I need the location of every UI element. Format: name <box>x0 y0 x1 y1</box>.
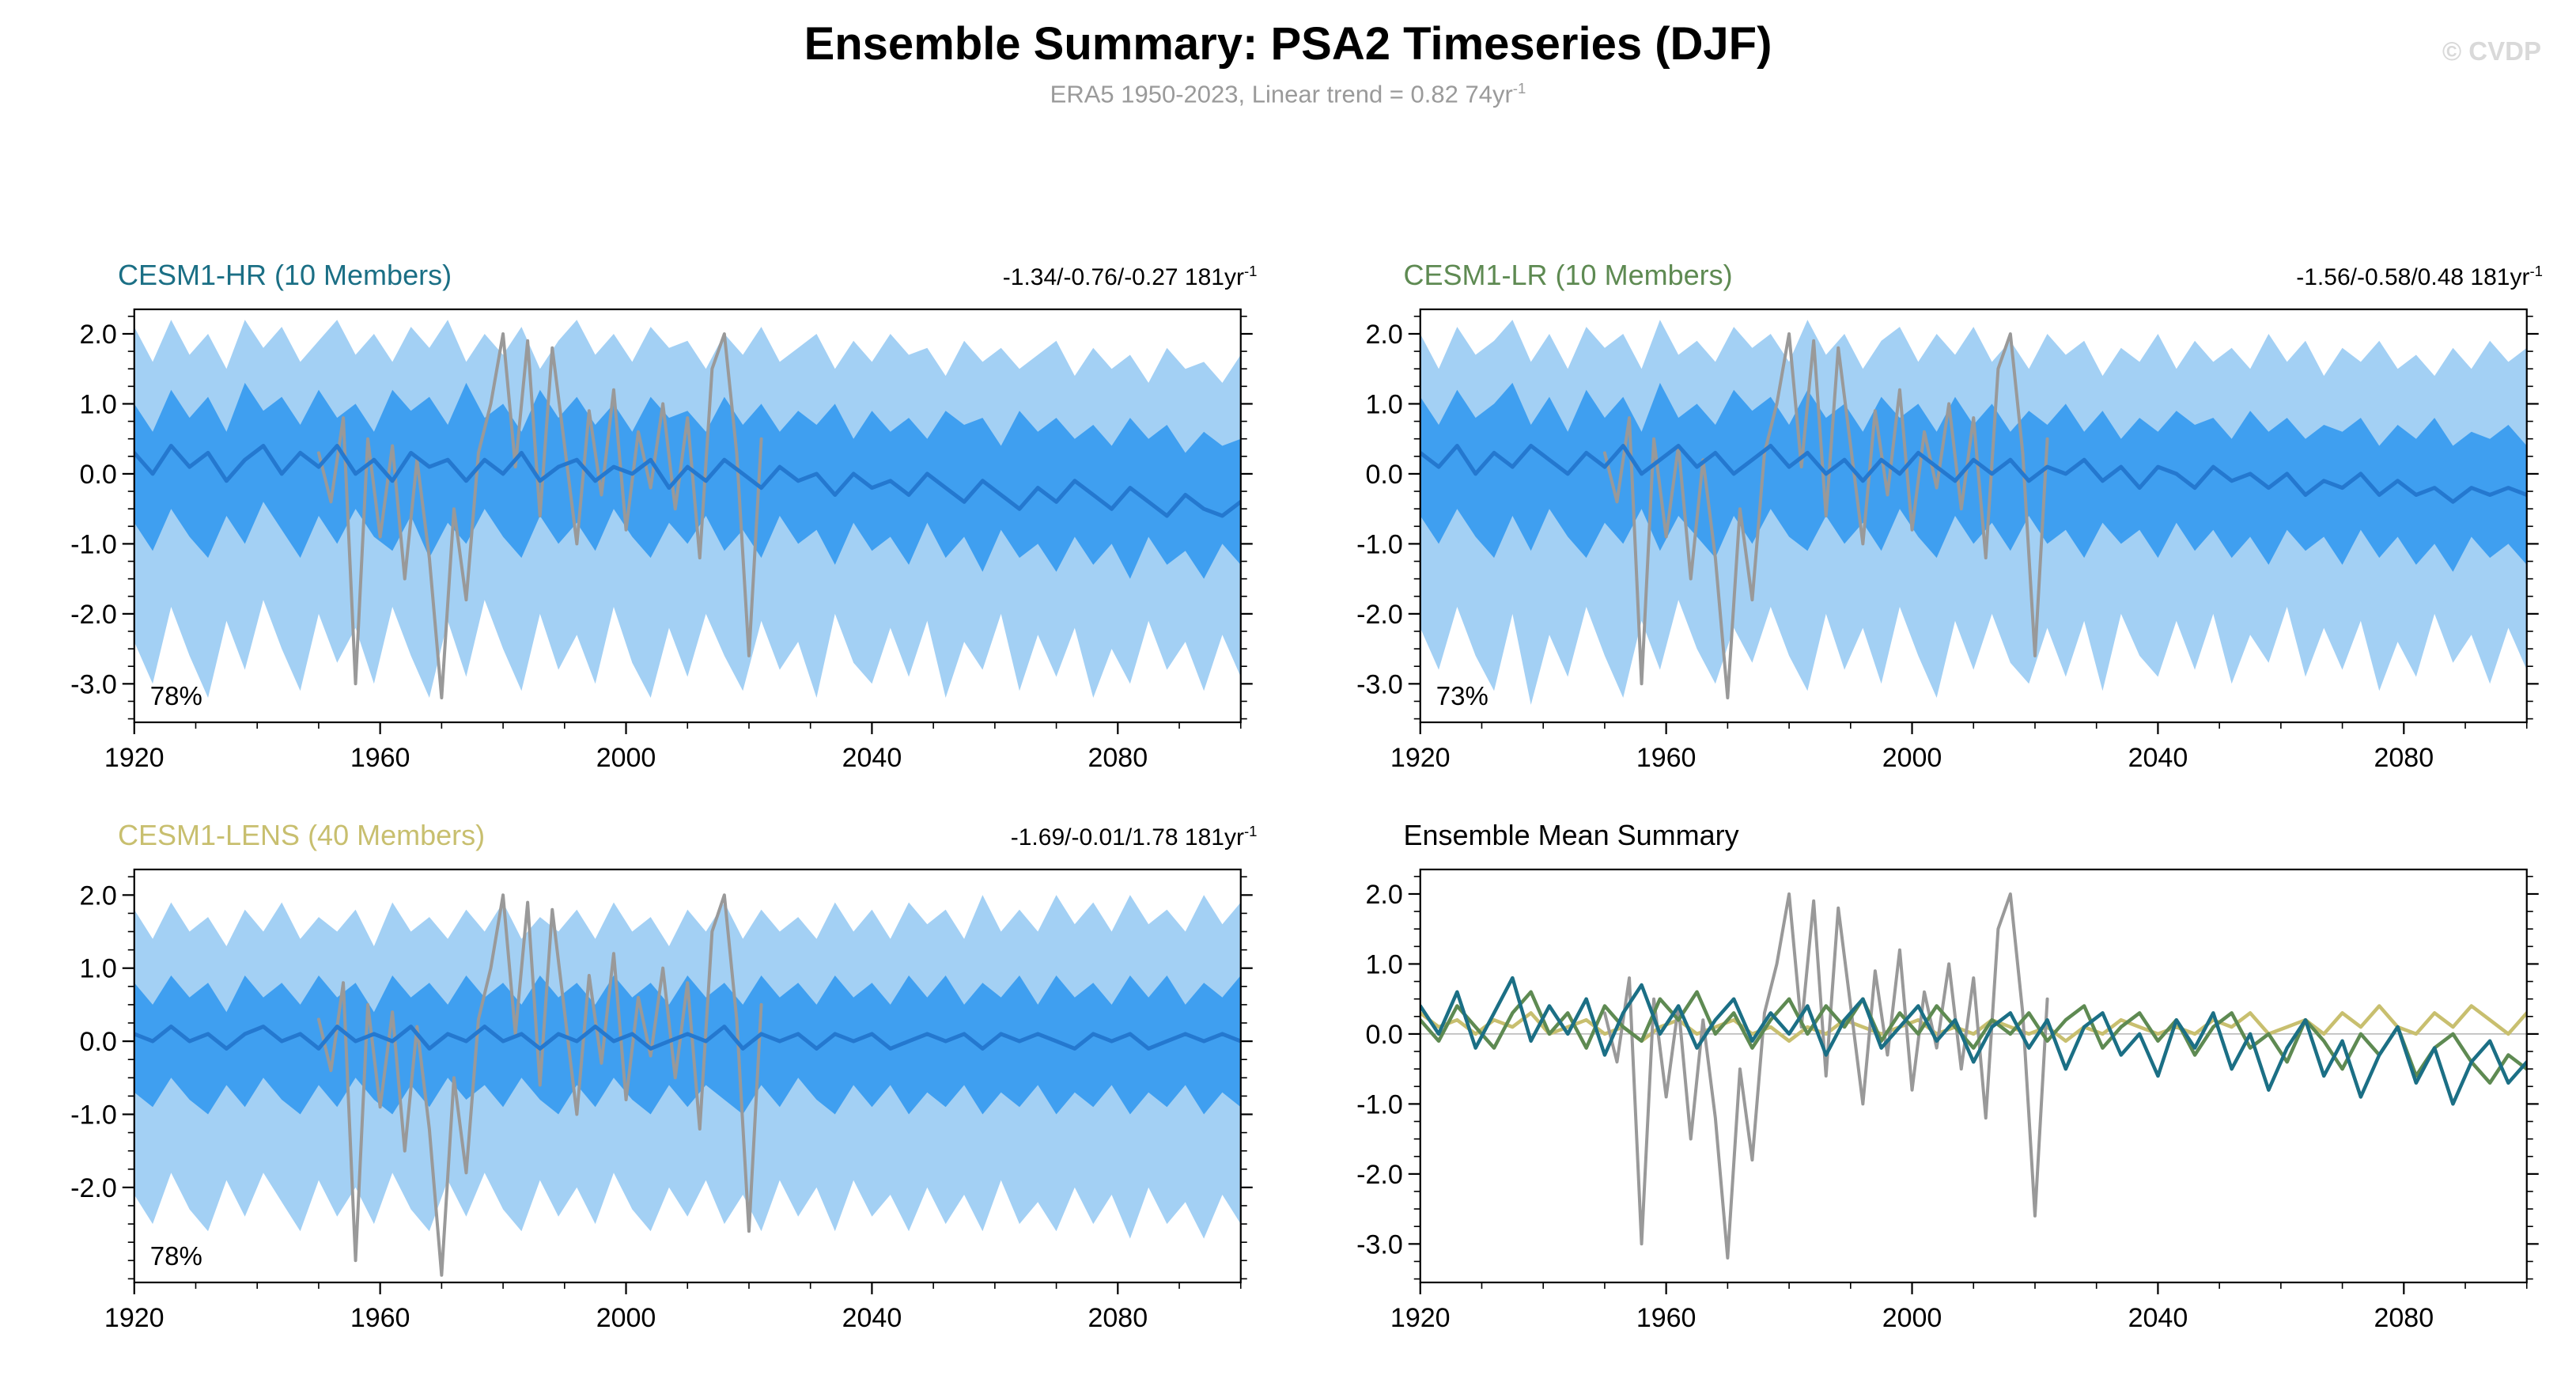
panel-cesm1-lens-header: CESM1-LENS (40 Members) -1.69/-0.01/1.78… <box>35 819 1270 855</box>
panel-title-cesm1-lr: CESM1-LR (10 Members) <box>1403 259 1733 292</box>
svg-text:-3.0: -3.0 <box>70 670 117 700</box>
figure-subtitle-exponent: -1 <box>1512 80 1526 97</box>
svg-text:1.0: 1.0 <box>79 390 116 420</box>
trend-stats-text: -1.69/-0.01/1.78 181yr <box>1010 824 1244 851</box>
svg-text:-2.0: -2.0 <box>70 600 117 630</box>
svg-text:2.0: 2.0 <box>1365 320 1402 350</box>
svg-text:2080: 2080 <box>2374 1303 2434 1333</box>
svg-text:78%: 78% <box>150 1241 202 1271</box>
trend-stats-text: -1.34/-0.76/-0.27 181yr <box>1002 264 1244 291</box>
figure-title: Ensemble Summary: PSA2 Timeseries (DJF) <box>804 18 1772 70</box>
chart-canvas-ensemble-mean-summary: 1920 1960 2000 2040 2080 -3.0 -2.0 -1.0 0.0 1.0 2.… <box>1356 869 2539 1333</box>
svg-text:2.0: 2.0 <box>1365 880 1402 910</box>
svg-text:1.0: 1.0 <box>1365 390 1402 420</box>
panel-ensemble-mean-summary-header: Ensemble Mean Summary <box>1321 819 2556 855</box>
svg-text:0.0: 0.0 <box>79 1027 116 1057</box>
chart-canvas-cesm1-lr: 1920 1960 2000 2040 2080 -3.0 -2.0 -1.0 0.0 1.0 2.… <box>1356 309 2539 773</box>
svg-text:0.0: 0.0 <box>79 460 116 490</box>
trend-stats-exponent: -1 <box>2529 263 2543 280</box>
panel-cesm1-hr-header: CESM1-HR (10 Members) -1.34/-0.76/-0.27 … <box>35 259 1270 295</box>
panel-cesm1-lr: CESM1-LR (10 Members) -1.56/-0.58/0.48 1… <box>1321 259 2556 789</box>
svg-text:2040: 2040 <box>2128 743 2188 773</box>
svg-text:1960: 1960 <box>350 1303 410 1333</box>
svg-text:-2.0: -2.0 <box>1356 1160 1403 1190</box>
svg-text:1920: 1920 <box>1390 1303 1450 1333</box>
svg-text:-1.0: -1.0 <box>70 1100 117 1131</box>
svg-text:0.0: 0.0 <box>1365 1020 1402 1050</box>
cvdp-watermark: © CVDP <box>2442 36 2541 66</box>
svg-text:0.0: 0.0 <box>1365 460 1402 490</box>
svg-text:2040: 2040 <box>842 743 902 773</box>
panel-title-cesm1-hr: CESM1-HR (10 Members) <box>118 259 452 292</box>
panel-ensemble-mean-summary: Ensemble Mean Summary 1920 1960 2000 2040 20… <box>1321 819 2556 1349</box>
svg-text:-3.0: -3.0 <box>1356 1230 1403 1260</box>
trend-stats-text: -1.56/-0.58/0.48 181yr <box>2296 264 2530 291</box>
svg-text:-1.0: -1.0 <box>1356 530 1403 560</box>
svg-text:-1.0: -1.0 <box>1356 1090 1403 1120</box>
svg-text:2.0: 2.0 <box>79 320 116 350</box>
panel-title-ensemble-mean-summary: Ensemble Mean Summary <box>1403 819 1739 852</box>
svg-text:1.0: 1.0 <box>1365 950 1402 980</box>
panel-cesm1-lens: CESM1-LENS (40 Members) -1.69/-0.01/1.78… <box>35 819 1270 1349</box>
svg-text:1960: 1960 <box>350 743 410 773</box>
svg-text:1920: 1920 <box>1390 743 1450 773</box>
trend-stats-cesm1-lr: -1.56/-0.58/0.48 181yr-1 <box>2296 263 2543 291</box>
trend-stats-exponent: -1 <box>1243 263 1258 280</box>
svg-text:2080: 2080 <box>2374 743 2434 773</box>
svg-text:2040: 2040 <box>2128 1303 2188 1333</box>
svg-text:-2.0: -2.0 <box>70 1173 117 1203</box>
svg-text:2080: 2080 <box>1088 743 1148 773</box>
svg-text:2.0: 2.0 <box>79 881 116 911</box>
svg-text:2080: 2080 <box>1088 1303 1148 1333</box>
svg-text:1920: 1920 <box>104 1303 165 1333</box>
panel-title-cesm1-lens: CESM1-LENS (40 Members) <box>118 819 486 852</box>
figure-subtitle-text: ERA5 1950-2023, Linear trend = 0.82 74yr <box>1050 80 1513 108</box>
chart-canvas-cesm1-lens: 1920 1960 2000 2040 2080 -2.0 -1.0 0.0 1.0 2.0 78% <box>70 869 1253 1333</box>
svg-text:73%: 73% <box>1436 681 1488 710</box>
svg-text:2040: 2040 <box>842 1303 902 1333</box>
svg-text:2000: 2000 <box>1882 1303 1942 1333</box>
svg-text:2000: 2000 <box>596 1303 656 1333</box>
svg-text:-1.0: -1.0 <box>70 530 117 560</box>
figure-subtitle: ERA5 1950-2023, Linear trend = 0.82 74yr… <box>0 80 2576 108</box>
trend-stats-exponent: -1 <box>1243 823 1258 840</box>
svg-text:-3.0: -3.0 <box>1356 670 1403 700</box>
svg-text:78%: 78% <box>150 681 202 710</box>
svg-text:1960: 1960 <box>1636 743 1696 773</box>
panel-grid: CESM1-HR (10 Members) -1.34/-0.76/-0.27 … <box>0 108 2576 1349</box>
svg-text:1920: 1920 <box>104 743 165 773</box>
trend-stats-cesm1-lens: -1.69/-0.01/1.78 181yr-1 <box>1011 823 1258 851</box>
panel-cesm1-hr: CESM1-HR (10 Members) -1.34/-0.76/-0.27 … <box>35 259 1270 789</box>
svg-text:-2.0: -2.0 <box>1356 600 1403 630</box>
svg-text:1960: 1960 <box>1636 1303 1696 1333</box>
panel-cesm1-lr-header: CESM1-LR (10 Members) -1.56/-0.58/0.48 1… <box>1321 259 2556 295</box>
chart-canvas-cesm1-hr: 1920 1960 2000 2040 2080 -3.0 -2.0 -1.0 0.0 1.0 2.… <box>70 309 1253 773</box>
svg-text:2000: 2000 <box>1882 743 1942 773</box>
svg-text:2000: 2000 <box>596 743 656 773</box>
trend-stats-cesm1-hr: -1.34/-0.76/-0.27 181yr-1 <box>1003 263 1258 291</box>
svg-text:1.0: 1.0 <box>79 954 116 984</box>
